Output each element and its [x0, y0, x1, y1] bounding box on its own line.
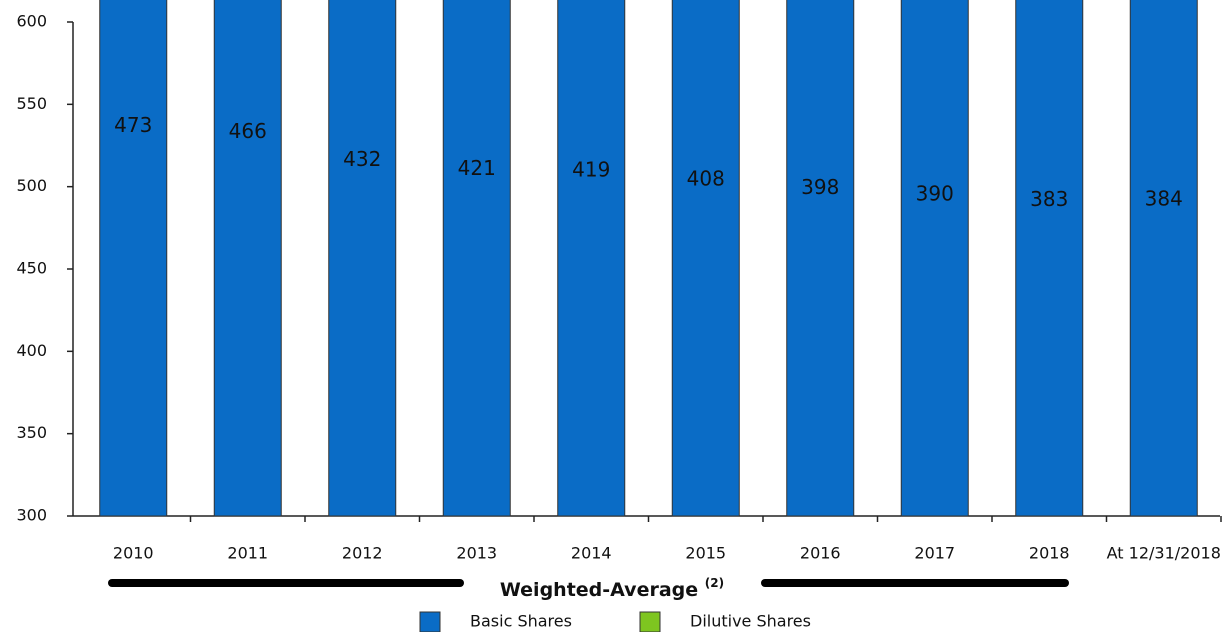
bar-segment — [442, 0, 511, 517]
bar-segment — [213, 0, 282, 517]
y-tick-label: 300 — [16, 506, 47, 525]
bar-segment — [671, 0, 740, 517]
segment-label: 432 — [343, 147, 381, 171]
x-tick-label: 2018 — [1029, 544, 1070, 563]
y-tick-label: 350 — [16, 423, 47, 442]
bar-segment — [328, 0, 397, 517]
bar-segment — [786, 0, 855, 517]
bar-segment — [1129, 0, 1198, 517]
x-tick-label: 2017 — [914, 544, 955, 563]
segment-label: 383 — [1030, 187, 1068, 211]
x-tick-label: 2010 — [113, 544, 154, 563]
x-tick-label: 2016 — [800, 544, 841, 563]
bar-segment — [99, 0, 168, 517]
x-tick-label: At 12/31/2018 — [1107, 544, 1221, 563]
bar-segment — [900, 0, 969, 517]
segment-label: 390 — [916, 181, 954, 205]
legend-swatch — [639, 611, 661, 632]
bar-segment — [557, 0, 626, 517]
x-tick-label: 2012 — [342, 544, 383, 563]
bar-segment — [1015, 0, 1084, 517]
segment-label: 398 — [801, 175, 839, 199]
legend-label: Basic Shares — [470, 612, 572, 631]
segment-label: 421 — [458, 156, 496, 180]
y-tick-label: 450 — [16, 259, 47, 278]
segment-label: 466 — [229, 119, 267, 143]
group-note: (2) — [705, 576, 724, 590]
x-tick-label: 2013 — [456, 544, 497, 563]
y-tick-label: 550 — [16, 94, 47, 113]
group-label: Weighted-Average (2) — [500, 576, 724, 601]
x-tick-label: 2011 — [227, 544, 268, 563]
x-tick-label: 2014 — [571, 544, 612, 563]
segment-label: 408 — [687, 167, 725, 191]
group-label-text: Weighted-Average — [500, 579, 698, 601]
y-tick-label: 500 — [16, 176, 47, 195]
segment-label: 473 — [114, 113, 152, 137]
segment-label: 384 — [1145, 186, 1183, 210]
y-tick-label: 400 — [16, 341, 47, 360]
legend-label: Dilutive Shares — [690, 612, 811, 631]
y-tick-label: 600 — [16, 12, 47, 31]
x-tick-label: 2015 — [685, 544, 726, 563]
segment-label: 419 — [572, 158, 610, 182]
legend-swatch — [419, 611, 441, 632]
